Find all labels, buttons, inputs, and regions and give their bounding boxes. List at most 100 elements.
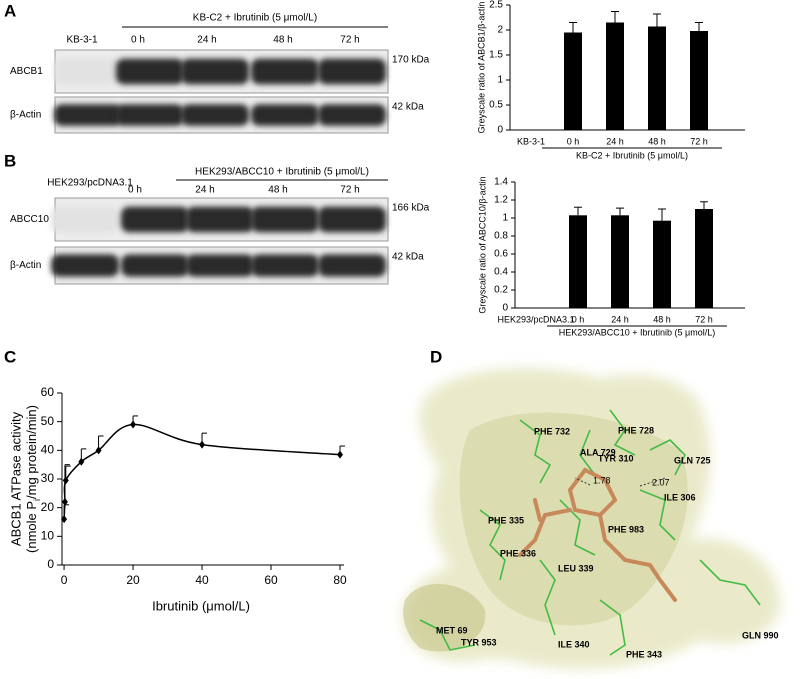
- band: [251, 206, 319, 233]
- y-tick-label: 0.2: [494, 285, 508, 296]
- bar: [569, 215, 587, 308]
- y-axis-label: ABCB1 ATPase activity: [8, 411, 23, 546]
- distance-label: 1.78: [593, 475, 611, 485]
- panel-label: C: [4, 347, 16, 366]
- y-tick-label: 0.5: [489, 100, 503, 111]
- band: [116, 104, 184, 126]
- x-tick-label: 80: [333, 573, 347, 587]
- panel-label: D: [430, 347, 442, 366]
- y-tick-label: 30: [41, 471, 55, 485]
- bar: [653, 220, 671, 308]
- y-tick-label: 0: [497, 125, 503, 136]
- band: [54, 104, 122, 126]
- row-label: β-Actin: [10, 110, 41, 121]
- lane-label: 24 h: [195, 185, 214, 196]
- y-tick-label: 1: [497, 75, 503, 86]
- distance-label: 2.07: [652, 477, 670, 487]
- residue-label: ILE 340: [558, 639, 590, 649]
- residue-label: ILE 306: [664, 492, 696, 502]
- y-tick-label: 2.5: [489, 0, 503, 11]
- band: [186, 206, 254, 233]
- panel-label: B: [4, 151, 16, 170]
- x-tick-label: 48 h: [648, 136, 666, 146]
- residue-label: TYR 953: [461, 637, 497, 647]
- point: [61, 497, 68, 506]
- lane-label: HEK293/pcDNA3.1: [47, 178, 133, 189]
- residue-label: PHE 343: [626, 649, 662, 659]
- point: [95, 446, 102, 455]
- band: [181, 58, 249, 85]
- group-label: KB-C2 + Ibrutinib (5 μmol/L): [576, 150, 688, 160]
- residue-label: PHE 983: [608, 524, 644, 534]
- x-tick-label: 24 h: [606, 136, 624, 146]
- y-tick-label: 0: [47, 557, 54, 571]
- band: [186, 254, 254, 277]
- residue-label: PHE 728: [618, 425, 654, 435]
- row-label: β-Actin: [10, 260, 41, 271]
- y-tick-label: 0.6: [494, 249, 508, 260]
- y-tick-label: 0: [502, 303, 508, 314]
- y-tick-label: 2: [497, 25, 503, 36]
- residue-label: GLN 990: [742, 630, 779, 640]
- y-axis-label: Greyscale ratio of ABCB1/β-actin: [476, 2, 486, 134]
- size-label: 170 kDa: [392, 55, 430, 66]
- y-tick-label: 1.2: [494, 195, 508, 206]
- x-tick-label: 72 h: [695, 314, 713, 324]
- lane-label: 48 h: [268, 185, 287, 196]
- residue-label: GLN 725: [674, 455, 711, 465]
- x-tick-label: 0 h: [567, 136, 580, 146]
- x-tick-label: 60: [264, 573, 278, 587]
- band: [318, 104, 386, 126]
- residue-label: PHE 336: [500, 548, 536, 558]
- y-tick-label: 1.4: [494, 177, 508, 188]
- lane-label: 24 h: [197, 35, 216, 46]
- lane-label: 0 h: [128, 185, 142, 196]
- y-axis-label: Greyscale ratio of ABCC10/β-actin: [477, 176, 487, 313]
- group-label: HEK293/ABCC10 + Ibrutinib (5 μmol/L): [559, 327, 716, 337]
- y-tick-label: 60: [41, 385, 55, 399]
- panel-label: A: [4, 1, 16, 20]
- x-tick-label: 72 h: [690, 136, 708, 146]
- lane-label: 72 h: [340, 35, 359, 46]
- residue-label: PHE 335: [488, 515, 524, 525]
- size-label: 42 kDa: [392, 102, 424, 113]
- y-tick-label: 10: [41, 529, 55, 543]
- point: [78, 457, 85, 466]
- y-axis-label-part: i: [32, 499, 42, 501]
- x-tick-label: 20: [126, 573, 140, 587]
- x-tick-label: 48 h: [653, 314, 671, 324]
- y-tick-label: 1: [502, 213, 508, 224]
- lane-label: 48 h: [273, 35, 292, 46]
- band: [251, 104, 319, 126]
- band: [51, 254, 119, 277]
- bar: [606, 22, 624, 130]
- band: [251, 254, 319, 277]
- y-tick-label: 0.8: [494, 231, 508, 242]
- band: [318, 206, 386, 233]
- y-tick-label: 1.5: [489, 50, 503, 61]
- y-tick-label: 20: [41, 500, 55, 514]
- y-tick-label: 0.4: [494, 267, 508, 278]
- x-tick-label: 40: [195, 573, 209, 587]
- row-label: ABCB1: [10, 66, 43, 77]
- band: [318, 254, 386, 277]
- y-axis-label: (nmole Pi/mg protein/min): [24, 405, 42, 553]
- y-tick-label: 50: [41, 414, 55, 428]
- bar: [564, 32, 582, 130]
- residue-label: MET 69: [436, 625, 468, 635]
- x-axis-label: Ibrutinib (μmol/L): [152, 598, 250, 613]
- bar: [695, 209, 713, 308]
- residue-label: TYR 310: [598, 453, 634, 463]
- x-tick-label: HEK293/pcDNA3.1: [497, 314, 574, 324]
- size-label: 42 kDa: [392, 252, 424, 263]
- group-label: HEK293/ABCC10 + Ibrutinib (5 μmol/L): [195, 167, 369, 178]
- size-label: 166 kDa: [392, 203, 430, 214]
- point: [61, 515, 68, 524]
- bar: [648, 26, 666, 130]
- y-axis-label-part: (nmole P: [24, 501, 39, 553]
- bar: [690, 31, 708, 130]
- lane-label: 0 h: [131, 35, 145, 46]
- lane-label: KB-3-1: [66, 35, 98, 46]
